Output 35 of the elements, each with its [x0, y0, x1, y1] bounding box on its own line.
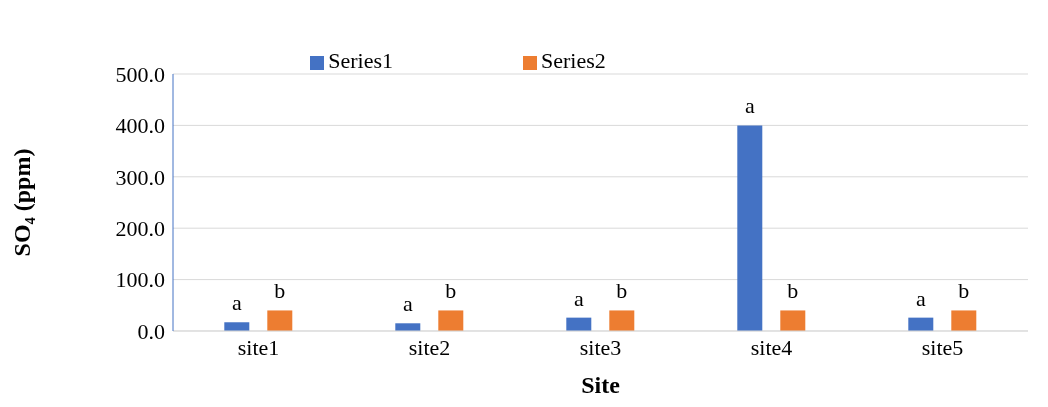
x-tick-label: site4 [750, 334, 793, 360]
bar [908, 317, 934, 331]
y-axis-title: SO₄ (ppm) [9, 148, 35, 257]
x-tick-label: site5 [921, 334, 964, 360]
x-tick-label: site2 [408, 334, 451, 360]
x-tick-label: site1 [237, 334, 280, 360]
y-tick-label: 200.0 [115, 216, 165, 242]
bar [780, 310, 806, 331]
bar [609, 310, 635, 331]
data-label: b [445, 278, 457, 304]
bar [395, 323, 421, 331]
data-label: a [231, 290, 242, 316]
x-tick-label: site3 [579, 334, 622, 360]
y-tick-label: 500.0 [115, 61, 165, 87]
bar [267, 310, 293, 331]
bar [737, 125, 763, 331]
bar [438, 310, 464, 331]
y-tick-label: 100.0 [115, 267, 165, 293]
bar [224, 322, 250, 331]
data-label: b [958, 278, 970, 304]
y-tick-label: 0.0 [137, 318, 165, 344]
data-label: a [573, 285, 584, 311]
bar [566, 317, 592, 331]
y-tick-label: 300.0 [115, 164, 165, 190]
data-label: b [787, 278, 799, 304]
legend-label: Series1 [328, 48, 393, 73]
x-axis-title: Site [581, 372, 621, 398]
y-tick-label: 400.0 [115, 113, 165, 139]
data-label: a [744, 93, 755, 119]
data-label: a [402, 291, 413, 317]
data-label: b [274, 278, 286, 304]
legend-label: Series2 [541, 48, 606, 73]
data-label: a [915, 285, 926, 311]
data-label: b [616, 278, 628, 304]
bar [951, 310, 977, 331]
